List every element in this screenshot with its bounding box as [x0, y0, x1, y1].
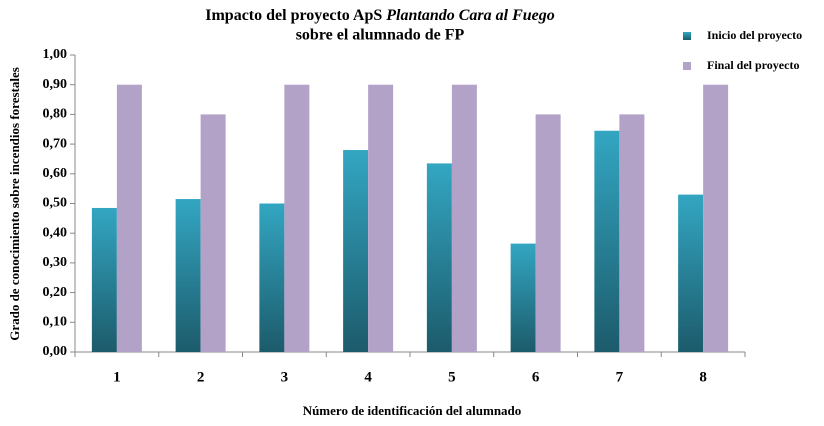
legend-label: Inicio del proyecto: [707, 28, 802, 42]
bar: [368, 84, 394, 352]
bar: [510, 243, 536, 352]
bar: [678, 194, 704, 352]
x-tick-label: 3: [281, 369, 289, 385]
x-tick-label: 2: [197, 369, 205, 385]
bar: [175, 199, 201, 352]
y-tick-label: 0,00: [43, 344, 68, 359]
bar: [594, 130, 620, 352]
x-tick-label: 1: [113, 369, 121, 385]
x-tick-label: 8: [699, 369, 707, 385]
y-tick-label: 0,20: [43, 285, 68, 300]
legend-swatch: [683, 32, 691, 40]
bar: [200, 114, 226, 353]
y-tick-label: 0,60: [43, 166, 68, 181]
bar: [284, 84, 310, 352]
y-tick-label: 1,00: [43, 47, 68, 62]
bar: [619, 114, 645, 353]
bar: [426, 163, 452, 352]
x-tick-label: 5: [448, 369, 456, 385]
x-tick-label: 6: [532, 369, 540, 385]
y-tick-label: 0,90: [43, 77, 68, 92]
bar: [259, 203, 285, 352]
x-axis-label: Número de identificación del alumnado: [303, 403, 522, 418]
bar: [703, 84, 729, 352]
bar: [116, 84, 142, 352]
y-tick-label: 0,40: [43, 225, 68, 240]
x-tick-label: 7: [616, 369, 624, 385]
y-tick-label: 0,10: [43, 315, 68, 330]
y-tick-label: 0,30: [43, 255, 68, 270]
y-tick-label: 0,80: [43, 107, 68, 122]
bar: [535, 114, 561, 353]
legend-label: Final del proyecto: [707, 58, 799, 72]
legend-swatch: [683, 62, 691, 70]
chart-title: Impacto del proyecto ApS Plantando Cara …: [205, 7, 555, 24]
y-tick-label: 0,70: [43, 136, 68, 151]
bar: [343, 150, 369, 352]
bar: [451, 84, 477, 352]
y-axis-label: Grado de conocimiento sobre incendios fo…: [7, 67, 22, 341]
y-tick-label: 0,50: [43, 196, 68, 211]
chart-title: sobre el alumnado de FP: [296, 27, 465, 44]
bar: [91, 207, 117, 352]
x-tick-label: 4: [364, 369, 372, 385]
